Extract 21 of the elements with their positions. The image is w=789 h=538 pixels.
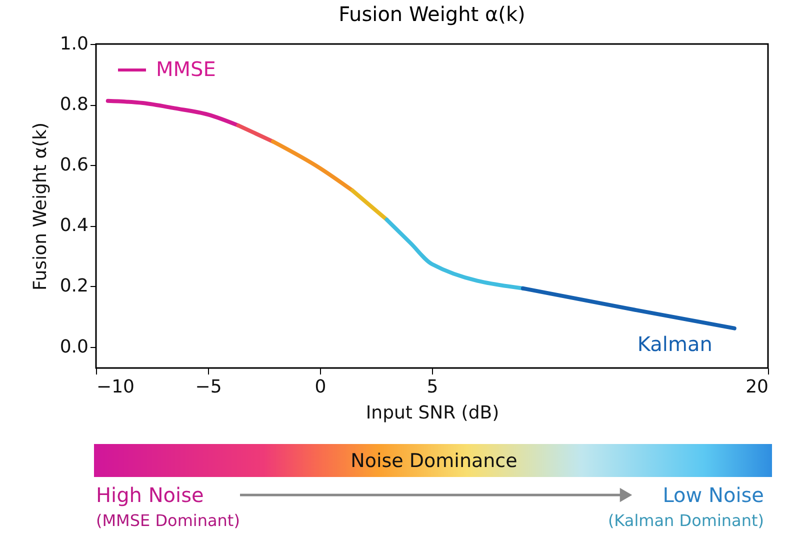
y-tick-label: 1.0 — [60, 34, 88, 54]
series-label: Kalman — [637, 332, 712, 356]
y-axis-title: Fusion Weight α(k) — [30, 122, 51, 291]
x-axis-title: Input SNR (dB) — [366, 402, 500, 424]
chart-title: Fusion Weight α(k) — [338, 2, 526, 26]
x-tick-label: 5 — [426, 376, 438, 398]
text: Low Noise — [662, 483, 764, 507]
y-tick-label: 0.4 — [60, 215, 88, 236]
text: Noise Dominance — [350, 450, 518, 472]
text: (Kalman Dominant) — [608, 511, 764, 530]
x-tick-label: 20 — [746, 376, 768, 398]
x-tick-label: 0 — [314, 376, 326, 398]
x-tick-label: −10 — [96, 376, 134, 398]
y-tick-label: 0.8 — [60, 94, 88, 116]
x-tick-label: −5 — [195, 376, 222, 398]
y-tick-label: 0.2 — [60, 276, 88, 297]
y-tick-label: 0.0 — [60, 336, 88, 358]
text: High Noise — [96, 483, 204, 507]
text: (MMSE Dominant) — [96, 511, 240, 530]
legend-label: MMSE — [156, 57, 216, 81]
y-tick-label: 0.6 — [60, 154, 88, 176]
